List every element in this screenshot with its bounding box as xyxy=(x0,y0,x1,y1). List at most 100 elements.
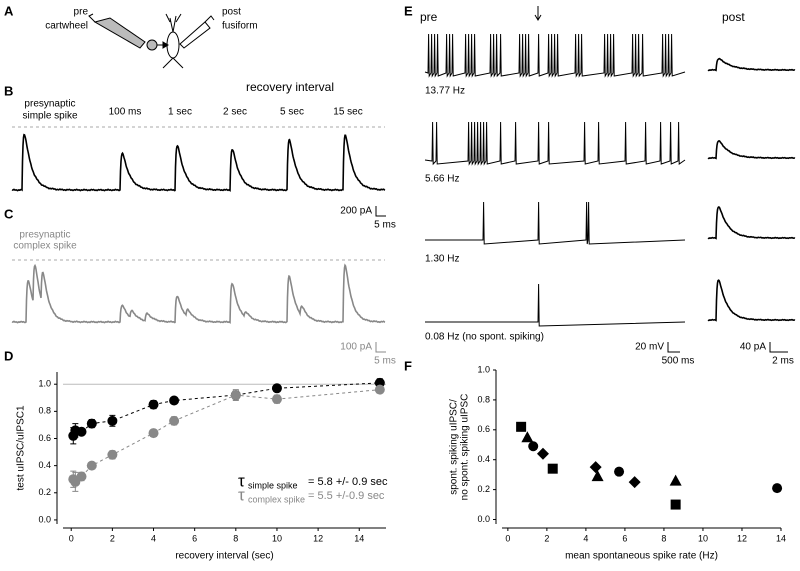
point xyxy=(271,394,282,405)
point xyxy=(76,471,87,482)
voltage-trace xyxy=(424,121,686,166)
point xyxy=(614,466,625,477)
scale-label: 2 ms xyxy=(772,356,794,367)
point xyxy=(528,441,539,452)
scale-label: 5 ms xyxy=(374,356,396,367)
scale-label: 100 pA xyxy=(340,342,372,353)
voltage-trace xyxy=(425,201,686,245)
cell-cartoon xyxy=(88,13,215,69)
point xyxy=(516,421,527,432)
label: presynaptic xyxy=(19,230,70,241)
point xyxy=(536,447,549,460)
fit-line xyxy=(72,382,380,436)
point xyxy=(230,390,241,401)
x-tick-label: 4 xyxy=(151,533,156,543)
fit-line xyxy=(72,389,380,483)
scale-bar xyxy=(375,206,386,217)
label: cartwheel xyxy=(45,21,88,32)
voltage-trace xyxy=(424,33,686,78)
panel-label: C xyxy=(4,206,14,221)
point xyxy=(271,383,282,394)
x-tick-label: 2 xyxy=(544,533,549,543)
x-tick-label: 2 xyxy=(110,533,115,543)
point xyxy=(86,460,97,471)
y-tick-label: 1.0 xyxy=(477,364,490,374)
x-tick-label: 8 xyxy=(233,533,238,543)
scale-label: 500 ms xyxy=(662,356,695,367)
label: pre xyxy=(74,7,89,18)
y-axis-label: spont. spiking uIPSC/ xyxy=(449,399,460,495)
y-tick-label: 0.8 xyxy=(38,406,51,416)
legend-symbol: τ xyxy=(238,471,245,490)
x-tick-label: 14 xyxy=(354,533,364,543)
label: pre xyxy=(420,10,438,24)
panel-label: F xyxy=(404,358,412,373)
point xyxy=(772,483,783,494)
trace xyxy=(707,140,796,160)
panel-label: E xyxy=(404,3,413,18)
point xyxy=(669,474,682,486)
point xyxy=(107,449,118,460)
point xyxy=(148,399,159,410)
label: presynaptic xyxy=(24,99,75,110)
point xyxy=(148,428,159,439)
point xyxy=(76,426,87,437)
label: 0.08 Hz (no spont. spiking) xyxy=(425,332,544,343)
x-tick-label: 0 xyxy=(505,533,510,543)
scale-bar xyxy=(769,342,788,353)
label: 5.66 Hz xyxy=(425,174,459,185)
x-tick-label: 12 xyxy=(737,533,747,543)
y-tick-label: 0.2 xyxy=(477,484,490,494)
label: simple spike xyxy=(22,111,77,122)
legend-value: = 5.8 +/- 0.9 sec xyxy=(308,476,388,488)
x-tick-label: 6 xyxy=(192,533,197,543)
point xyxy=(670,499,681,510)
trace xyxy=(707,279,796,322)
panel-label: D xyxy=(4,348,13,363)
trace xyxy=(707,206,796,240)
x-axis-label: mean spontaneous spike rate (Hz) xyxy=(565,551,718,562)
label: 5 sec xyxy=(280,107,304,118)
scale-label: 40 pA xyxy=(740,342,766,353)
voltage-trace xyxy=(425,283,686,327)
label: 13.77 Hz xyxy=(425,86,465,97)
point xyxy=(521,431,534,443)
x-tick-label: 10 xyxy=(698,533,708,543)
x-tick-label: 6 xyxy=(622,533,627,543)
y-tick-label: 0.8 xyxy=(477,394,490,404)
scale-label: 20 mV xyxy=(635,342,664,353)
point xyxy=(169,395,180,406)
y-tick-label: 0.0 xyxy=(38,514,51,524)
x-tick-label: 10 xyxy=(272,533,282,543)
y-axis-label: test uIPSC/uIPSC1 xyxy=(16,405,27,490)
scale-label: 200 pA xyxy=(340,206,372,217)
y-tick-label: 0.4 xyxy=(38,460,51,470)
trace xyxy=(11,263,386,324)
point xyxy=(547,463,558,474)
point xyxy=(589,461,602,474)
stimulus-arrow xyxy=(534,6,542,21)
x-tick-label: 8 xyxy=(661,533,666,543)
legend-label: simple spike xyxy=(248,480,298,490)
scale-bar xyxy=(667,342,680,353)
y-axis-label: no spont. spiking uIPSC xyxy=(460,394,471,501)
x-tick-label: 0 xyxy=(69,533,74,543)
label: fusiform xyxy=(222,21,258,32)
label: complex spike xyxy=(13,241,77,252)
point xyxy=(374,384,385,395)
label: 1 sec xyxy=(168,107,192,118)
point xyxy=(107,415,118,426)
point xyxy=(86,418,97,429)
panel-label: A xyxy=(4,3,14,18)
scale-bar xyxy=(375,342,386,353)
trace xyxy=(11,133,386,192)
scale-label: 5 ms xyxy=(374,220,396,231)
x-tick-label: 4 xyxy=(583,533,588,543)
panel-label: B xyxy=(4,83,13,98)
y-tick-label: 1.0 xyxy=(38,379,51,389)
legend-symbol: τ xyxy=(238,485,245,504)
point xyxy=(169,415,180,426)
legend-label: complex spike xyxy=(248,494,305,504)
label: 1.30 Hz xyxy=(425,254,459,265)
